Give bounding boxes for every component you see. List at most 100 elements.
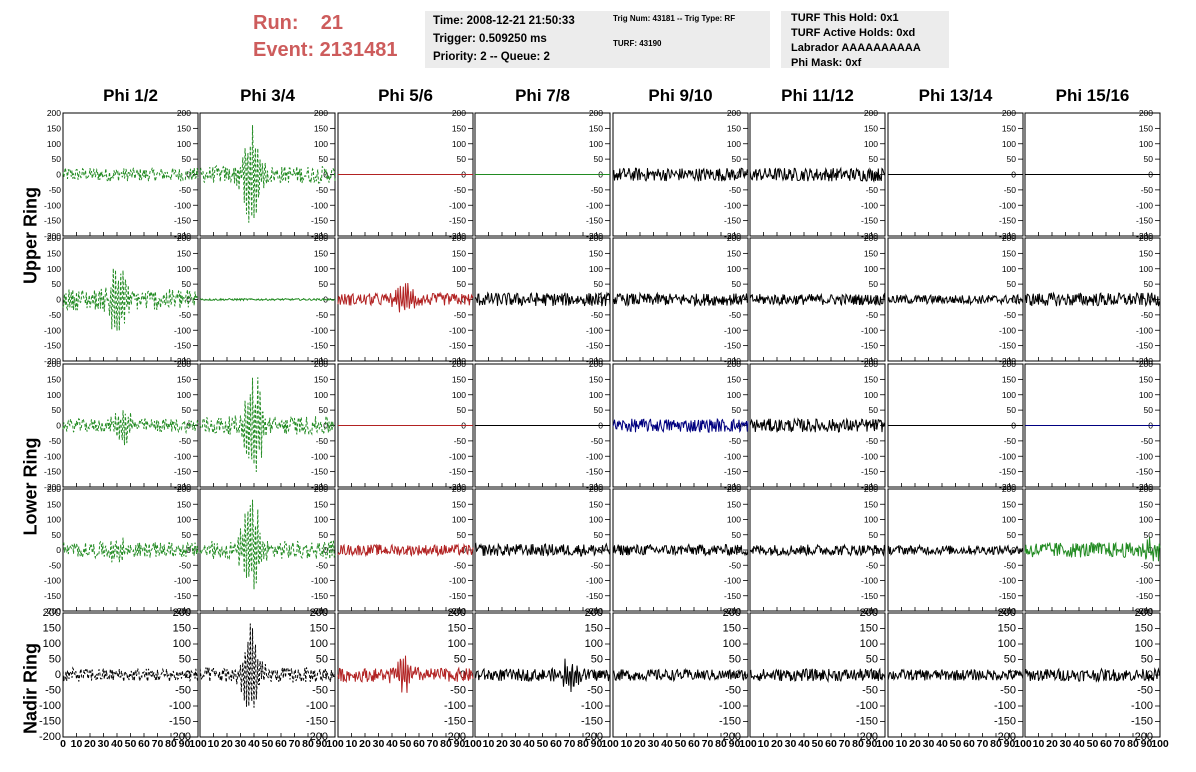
x-tick-label: 90 <box>866 738 878 750</box>
x-tick-label: 30 <box>235 738 247 750</box>
y-tick-label: 200 <box>177 233 191 243</box>
x-tick-label: 40 <box>386 738 398 750</box>
y-tick-label-left: -50 <box>45 685 61 697</box>
y-tick-label: 200 <box>1135 607 1153 619</box>
x-tick-label: 70 <box>839 738 851 750</box>
x-tick-label: 50 <box>675 738 687 750</box>
y-tick-label: 0 <box>872 669 878 681</box>
y-tick-label-left: -200 <box>44 606 61 616</box>
y-tick-label: 200 <box>727 359 741 369</box>
y-tick-label: -100 <box>861 576 878 586</box>
y-tick-label: 0 <box>598 295 603 305</box>
x-tick-label: 90 <box>729 738 741 750</box>
y-tick-label: -150 <box>724 591 741 601</box>
x-tick-label: 90 <box>591 738 603 750</box>
y-tick-label: 150 <box>864 248 878 258</box>
y-tick-label-left: -100 <box>44 451 61 461</box>
x-tick-label: 80 <box>165 738 177 750</box>
y-tick-label: 100 <box>585 638 603 650</box>
y-tick-label-left: -100 <box>44 576 61 586</box>
y-tick-label: -100 <box>449 325 466 335</box>
y-tick-label: 50 <box>1007 405 1017 415</box>
y-tick-label: -200 <box>856 731 878 743</box>
y-tick-label: 0 <box>322 669 328 681</box>
y-tick-label-left: 150 <box>47 499 61 509</box>
x-tick-label: 30 <box>373 738 385 750</box>
y-tick-label: -50 <box>866 185 879 195</box>
x-tick-label: 80 <box>1127 738 1139 750</box>
run-number: Run: 21 <box>253 12 344 34</box>
y-tick-label: 50 <box>732 530 742 540</box>
y-tick-label: 50 <box>866 654 878 666</box>
y-tick-label: 100 <box>452 390 466 400</box>
y-tick-label-left: -50 <box>49 185 62 195</box>
y-tick-label: 200 <box>864 359 878 369</box>
y-tick-label: -200 <box>174 231 191 241</box>
y-tick-label: -200 <box>586 606 603 616</box>
y-tick-label: 100 <box>864 515 878 525</box>
y-tick-label: -200 <box>724 231 741 241</box>
y-tick-label: 200 <box>727 233 741 243</box>
event-time: Time: 2008-12-21 21:50:33 <box>433 15 575 27</box>
y-tick-label: -150 <box>174 341 191 351</box>
y-tick-label: -50 <box>591 185 604 195</box>
y-tick-label-left: 200 <box>47 233 61 243</box>
y-tick-label: -50 <box>316 185 329 195</box>
y-tick-label: 150 <box>727 499 741 509</box>
y-tick-label: -150 <box>311 467 328 477</box>
waveform-trace <box>62 537 199 563</box>
y-tick-label: -200 <box>1136 231 1153 241</box>
y-tick-label: 100 <box>1139 515 1153 525</box>
y-tick-label: 100 <box>1135 638 1153 650</box>
y-tick-label: -50 <box>866 560 879 570</box>
waveform-trace <box>337 542 474 558</box>
x-tick-label: 10 <box>346 738 358 750</box>
y-tick-label: 100 <box>998 638 1016 650</box>
waveform-trace <box>199 125 336 223</box>
y-tick-label: -100 <box>311 451 328 461</box>
waveform-trace <box>887 293 1024 307</box>
y-tick-label: -200 <box>994 731 1016 743</box>
x-tick-label: 20 <box>771 738 783 750</box>
turf-this-hold: TURF This Hold: 0x1 <box>791 12 899 24</box>
y-tick-label: -100 <box>449 200 466 210</box>
y-tick-label: -100 <box>311 200 328 210</box>
y-tick-label: -50 <box>1137 685 1153 697</box>
y-tick-label-left: 50 <box>52 279 62 289</box>
y-tick-label: 50 <box>454 654 466 666</box>
x-tick-label: 100 <box>739 738 757 750</box>
x-tick-label: 20 <box>496 738 508 750</box>
y-tick-label: 50 <box>1144 279 1154 289</box>
y-tick-label: -150 <box>861 591 878 601</box>
x-tick-label: 90 <box>1004 738 1016 750</box>
y-tick-label: 100 <box>1002 264 1016 274</box>
y-tick-label: 100 <box>589 264 603 274</box>
y-tick-label: 200 <box>314 233 328 243</box>
y-tick-label: -150 <box>861 216 878 226</box>
x-tick-label: 100 <box>464 738 482 750</box>
y-tick-label-left: 100 <box>47 515 61 525</box>
y-tick-label: -50 <box>175 685 191 697</box>
y-tick-label: -50 <box>1004 560 1017 570</box>
waveform-trace <box>62 666 199 682</box>
y-tick-label: -50 <box>862 685 878 697</box>
y-tick-label: -200 <box>719 731 741 743</box>
y-tick-label: 150 <box>314 248 328 258</box>
y-tick-label: 200 <box>998 607 1016 619</box>
y-tick-label: -150 <box>724 467 741 477</box>
x-tick-label: 80 <box>715 738 727 750</box>
x-tick-label: 50 <box>400 738 412 750</box>
y-tick-label: -50 <box>729 310 742 320</box>
y-tick-label: -200 <box>861 482 878 492</box>
priority-queue: Priority: 2 -- Queue: 2 <box>433 51 550 63</box>
y-tick-label: -50 <box>316 560 329 570</box>
y-tick-label: -50 <box>1141 436 1154 446</box>
y-tick-label: 100 <box>589 515 603 525</box>
y-tick-label: 150 <box>1002 374 1016 384</box>
y-tick-label-left: 100 <box>43 638 61 650</box>
y-tick-label: 200 <box>452 359 466 369</box>
waveform-trace <box>887 543 1024 556</box>
y-tick-label: 50 <box>319 530 329 540</box>
y-tick-label: 50 <box>594 154 604 164</box>
y-tick-label: 100 <box>864 139 878 149</box>
